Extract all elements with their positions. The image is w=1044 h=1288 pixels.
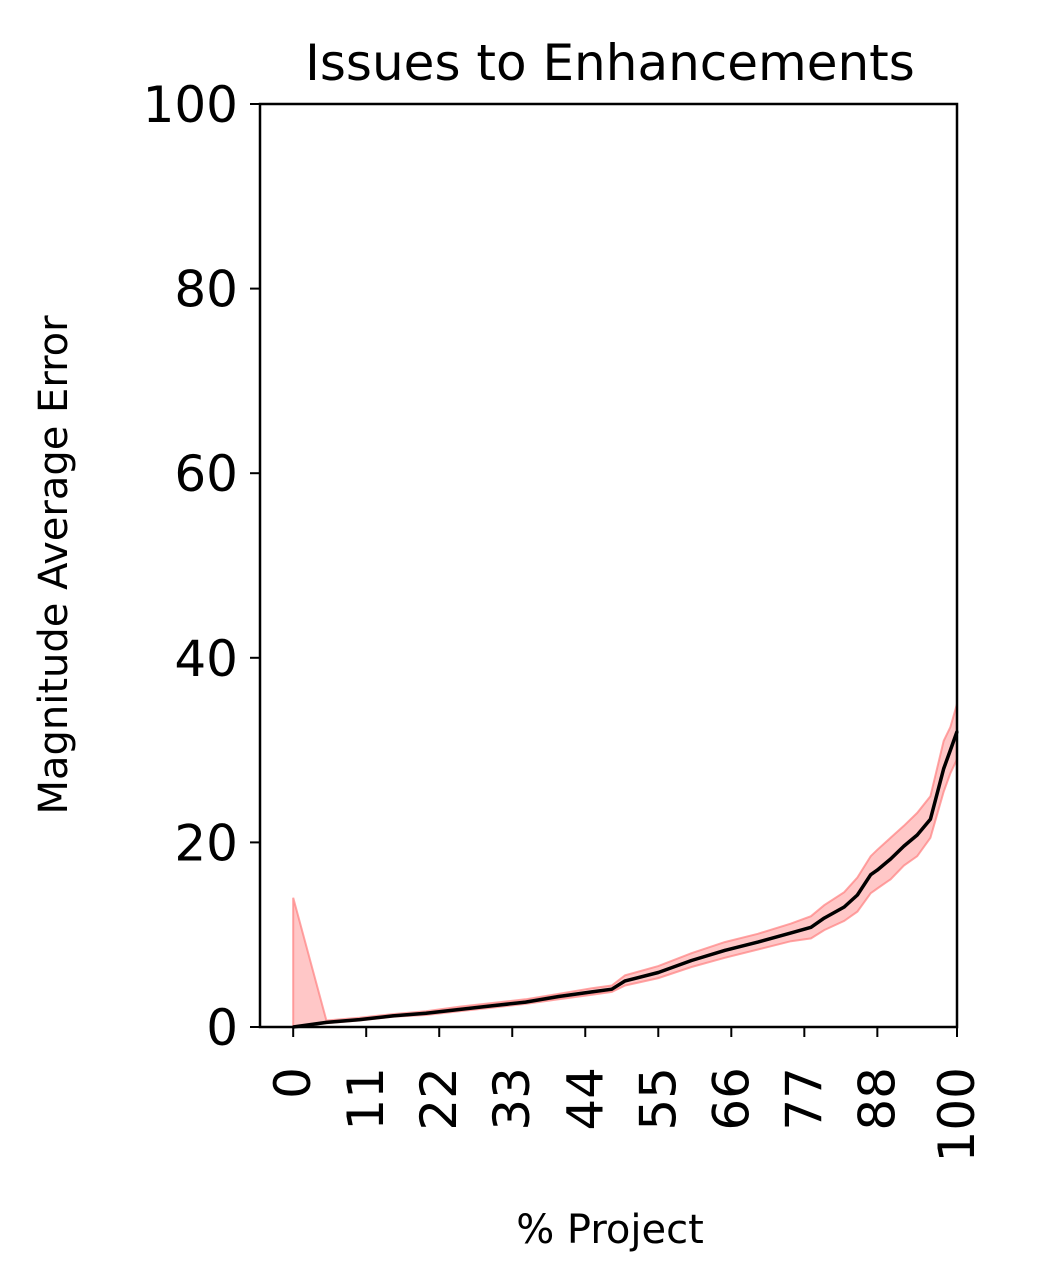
data-point xyxy=(490,1004,494,1008)
data-point xyxy=(889,857,893,861)
data-point xyxy=(656,971,660,974)
data-point xyxy=(557,995,561,998)
y-tick-label: 20 xyxy=(174,814,238,872)
x-tick-label: 100 xyxy=(928,1067,986,1162)
data-point xyxy=(358,1018,362,1022)
data-point xyxy=(915,833,919,837)
data-point xyxy=(928,817,932,821)
data-point xyxy=(690,959,693,962)
y-tick-label: 0 xyxy=(206,999,238,1057)
data-point xyxy=(457,1008,461,1011)
error-band-0 xyxy=(292,703,958,1029)
x-tick-label: 11 xyxy=(337,1067,395,1131)
y-tick-label: 40 xyxy=(174,630,238,688)
data-point xyxy=(875,868,879,872)
axes-frame xyxy=(258,102,959,1029)
data-point xyxy=(948,748,952,752)
x-tick-label: 77 xyxy=(775,1067,833,1131)
data-point xyxy=(869,873,873,877)
x-tick-label: 55 xyxy=(629,1067,687,1131)
x-tick-label: 0 xyxy=(264,1067,322,1099)
data-point xyxy=(789,931,793,935)
data-point xyxy=(842,905,846,909)
axes: 0 20 40 60 80 100 0 11 22 33 44 55 66 77 88 100 xyxy=(143,76,986,1162)
data-point xyxy=(610,987,614,991)
data-point xyxy=(855,893,859,897)
data-point xyxy=(822,916,826,920)
data-point xyxy=(942,767,946,771)
x-tick-label: 33 xyxy=(483,1067,541,1131)
x-tick-label: 44 xyxy=(556,1067,614,1131)
x-axis-label: % Project xyxy=(516,1207,704,1253)
data-point xyxy=(723,948,727,952)
data-point xyxy=(590,990,594,994)
data-point xyxy=(809,925,813,929)
chart-title: Issues to Enhancements xyxy=(305,34,915,92)
data-point xyxy=(424,1011,428,1015)
y-tick-label: 60 xyxy=(174,445,238,503)
x-tick-label: 66 xyxy=(702,1067,760,1131)
plot-area xyxy=(291,703,959,1029)
data-point xyxy=(524,1000,527,1004)
data-point xyxy=(902,844,906,848)
data-point xyxy=(756,940,760,944)
y-tick-label: 80 xyxy=(174,261,238,319)
y-tick-label: 100 xyxy=(143,76,238,134)
mean-line-0 xyxy=(292,731,959,1029)
data-point xyxy=(324,1020,328,1024)
x-tick-label: 22 xyxy=(410,1067,468,1131)
data-point xyxy=(623,979,627,983)
y-axis-label: Magnitude Average Error xyxy=(31,315,77,815)
x-tick-label: 88 xyxy=(848,1067,906,1131)
data-point xyxy=(391,1014,395,1018)
